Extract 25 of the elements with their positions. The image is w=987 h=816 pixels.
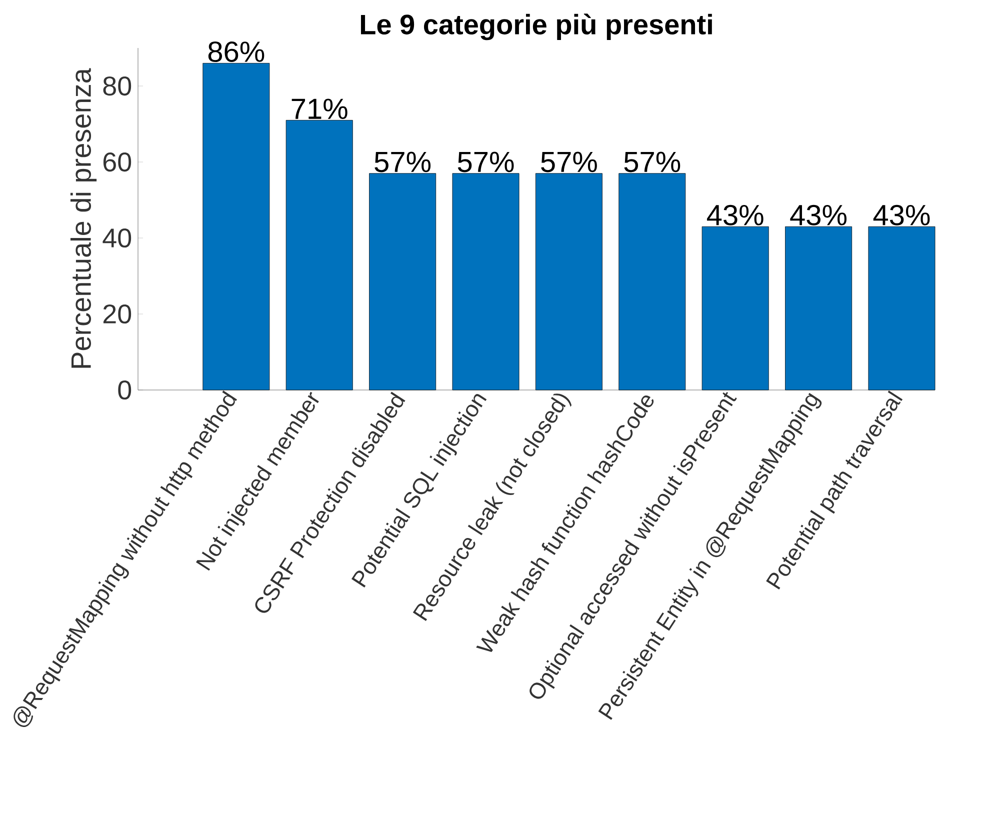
data-label: 43%	[873, 204, 930, 226]
bar	[535, 173, 602, 390]
y-axis-title: Percentuale di presenza	[70, 68, 97, 368]
bar	[702, 226, 769, 390]
data-label: 57%	[374, 152, 431, 172]
chart-title: Le 9 categorie più presenti	[360, 14, 712, 40]
data-label: 43%	[790, 204, 847, 226]
bar	[202, 63, 270, 390]
bar	[286, 120, 353, 390]
y-tick-label: 40	[102, 228, 132, 248]
data-label: 43%	[706, 204, 764, 226]
bar	[452, 173, 520, 390]
y-tick-label: 80	[103, 76, 132, 96]
bar	[618, 173, 686, 390]
y-tick-label: 20	[103, 304, 132, 324]
data-label: 86%	[208, 41, 264, 62]
data-label: 71%	[292, 98, 348, 120]
y-tick-label: 0	[118, 380, 132, 400]
bar	[785, 226, 852, 390]
y-tick-label: 60	[103, 152, 132, 172]
data-label: 57%	[624, 152, 680, 172]
data-label: 57%	[541, 152, 597, 172]
bar	[868, 226, 936, 390]
bar	[369, 173, 436, 390]
data-label: 57%	[458, 152, 514, 172]
